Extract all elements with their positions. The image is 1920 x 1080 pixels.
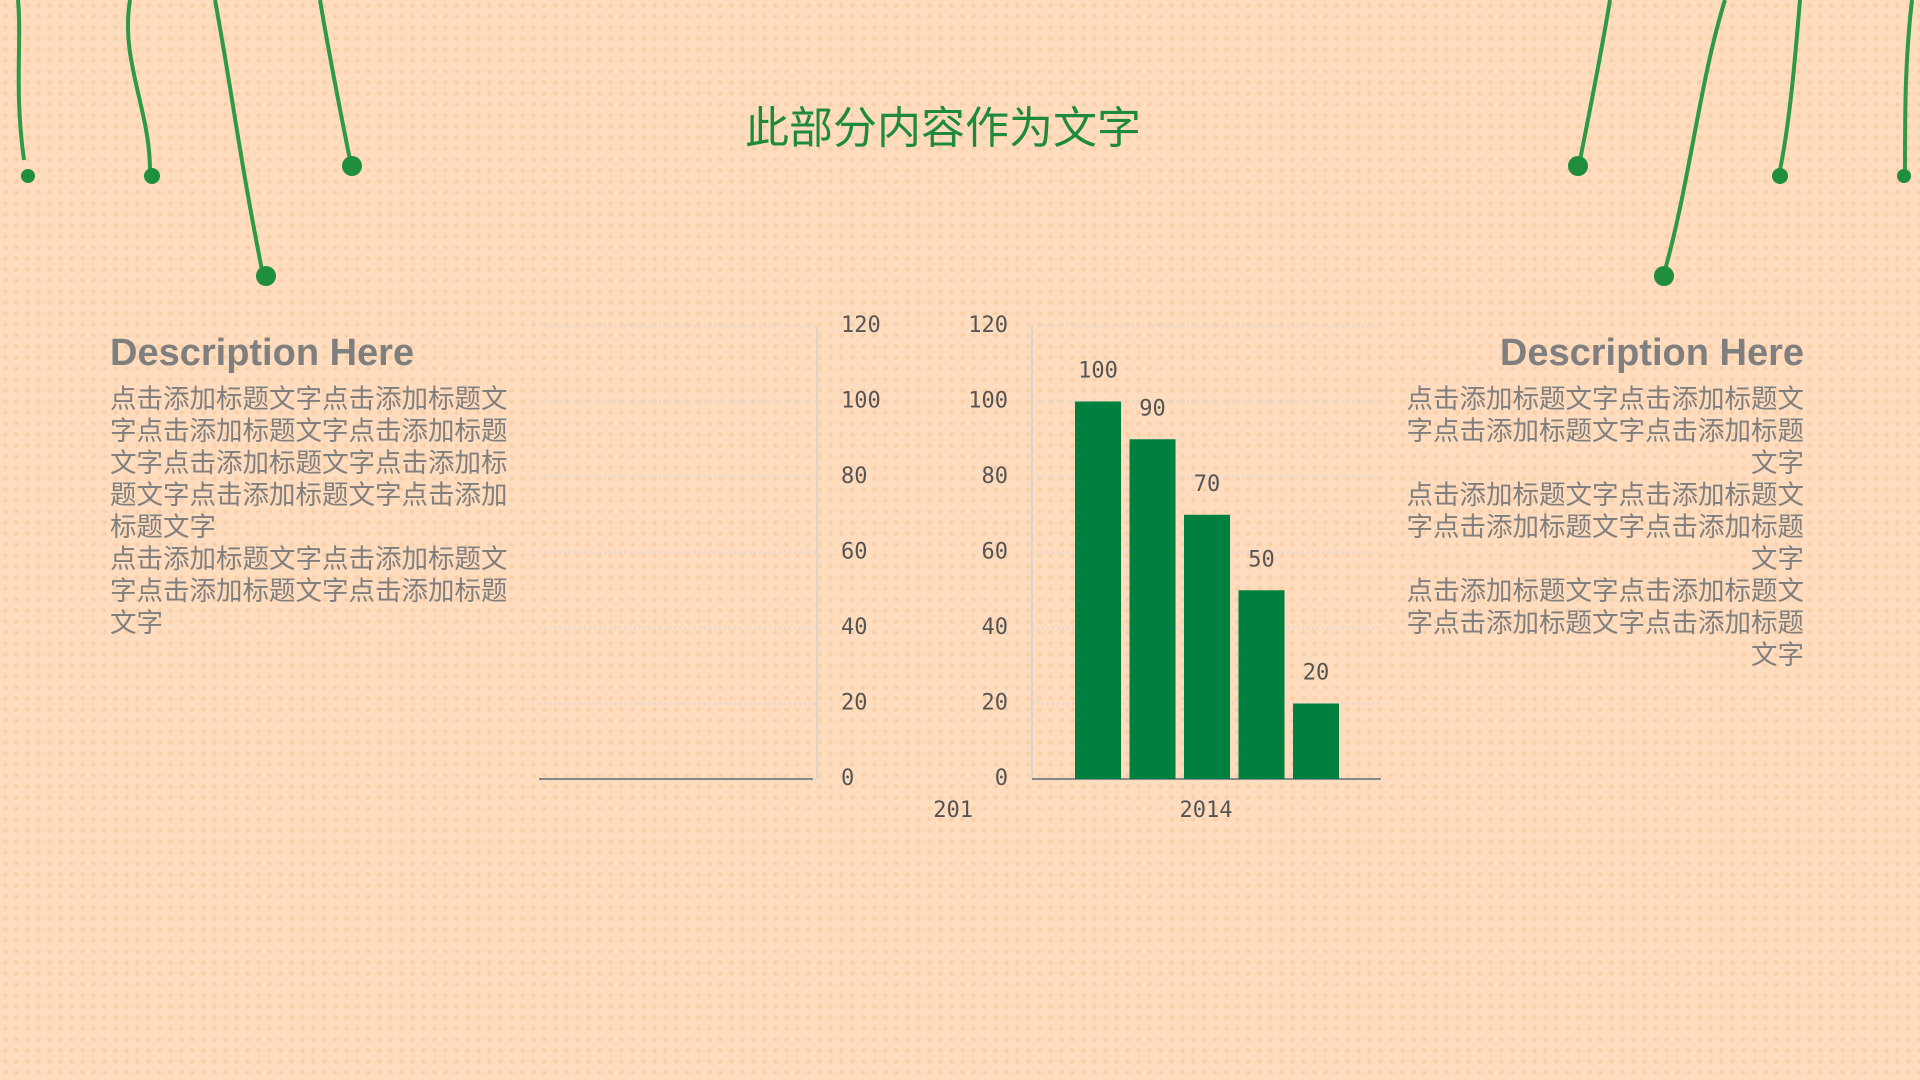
- y-tick-label: 80: [841, 464, 868, 489]
- heading: Description Here: [1499, 332, 1804, 374]
- bar: [1293, 703, 1339, 779]
- bar: [1184, 514, 1230, 779]
- data-label: 20: [1303, 661, 1330, 686]
- y-tick-label: 100: [968, 389, 1008, 414]
- y-tick-label: 20: [841, 691, 868, 716]
- bar: [1238, 590, 1285, 779]
- data-label: 100: [1078, 359, 1118, 384]
- bar: [1075, 401, 1121, 779]
- paragraph: 点击添加标题文字点击添加标题文字点击添加标题文字点击添加标题文字点击添加标题文字…: [110, 384, 508, 543]
- x-tick-label: 201: [933, 798, 973, 823]
- y-tick-label: 40: [841, 615, 868, 640]
- slide-title: 此部分内容作为文字: [745, 103, 1141, 154]
- y-tick-label: 120: [968, 313, 1008, 338]
- data-label: 50: [1248, 547, 1275, 572]
- heading: Description Here: [110, 332, 415, 374]
- bar: [1129, 439, 1176, 779]
- y-tick-label: 60: [841, 540, 868, 565]
- left-description: Description Here 点击添加标题文字点击添加标题文字点击添加标题文…: [110, 328, 516, 640]
- y-tick-label: 80: [982, 464, 1009, 489]
- data-label: 70: [1194, 472, 1221, 497]
- paragraph: 点击添加标题文字点击添加标题文字点击添加标题文字点击添加标题文字: [1406, 384, 1805, 479]
- y-tick-label: 40: [982, 615, 1009, 640]
- paragraph: 点击添加标题文字点击添加标题文字点击添加标题文字点击添加标题文字: [1406, 480, 1805, 575]
- vines: [16, 0, 1914, 286]
- x-tick-label: 2014: [1180, 798, 1233, 823]
- paragraph: 点击添加标题文字点击添加标题文字点击添加标题文字点击添加标题文字: [110, 544, 508, 639]
- y-tick-label: 100: [841, 389, 881, 414]
- y-tick-label: 60: [982, 540, 1009, 565]
- right-description: Description Here 点击添加标题文字点击添加标题文字点击添加标题文…: [1398, 328, 1805, 672]
- data-label: 90: [1139, 396, 1166, 421]
- y-tick-label: 120: [841, 313, 881, 338]
- y-tick-label: 0: [995, 766, 1008, 791]
- paragraph: 点击添加标题文字点击添加标题文字点击添加标题文字点击添加标题文字: [1406, 576, 1805, 671]
- y-tick-label: 0: [841, 766, 854, 791]
- y-tick-label: 20: [982, 691, 1009, 716]
